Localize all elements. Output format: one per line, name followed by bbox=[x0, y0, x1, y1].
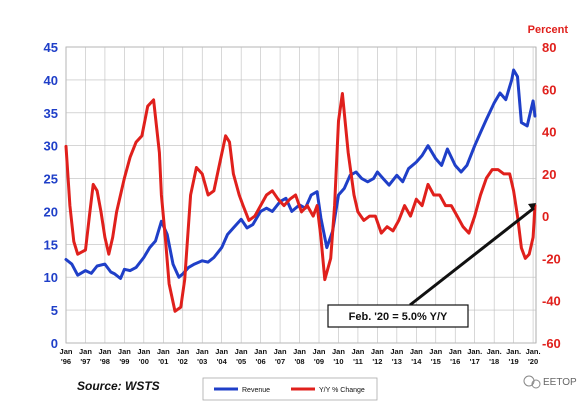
x-tick-label-bottom: '99 bbox=[119, 357, 129, 366]
x-tick-label-bottom: '98 bbox=[100, 357, 110, 366]
x-tick-label-bottom: '14 bbox=[411, 357, 422, 366]
x-tick-label-top: Jan bbox=[274, 347, 287, 356]
left-tick-label: 10 bbox=[44, 270, 58, 285]
x-tick-label-top: Jan bbox=[176, 347, 189, 356]
right-tick-label: 60 bbox=[542, 82, 556, 97]
x-tick-label-bottom: '09 bbox=[314, 357, 324, 366]
annotation-text: Feb. '20 = 5.0% Y/Y bbox=[349, 311, 448, 323]
right-axis-title: Percent bbox=[528, 24, 569, 36]
x-tick-label-bottom: '05 bbox=[236, 357, 246, 366]
x-tick-label-bottom: '06 bbox=[256, 357, 266, 366]
source-text: Source: WSTS bbox=[77, 379, 160, 393]
x-tick-label-bottom: '03 bbox=[197, 357, 207, 366]
x-tick-label-top: Jan bbox=[449, 347, 462, 356]
left-tick-label: 30 bbox=[44, 139, 58, 154]
series-layer bbox=[64, 68, 537, 313]
legend-label-revenue: Revenue bbox=[242, 387, 270, 394]
x-tick-label-bottom: '08 bbox=[294, 357, 304, 366]
x-tick-label-top: Jan bbox=[390, 347, 403, 356]
x-tick-label-top: Jan. bbox=[487, 347, 502, 356]
left-tick-label: 5 bbox=[51, 303, 58, 318]
x-tick-label-bottom: '04 bbox=[217, 357, 228, 366]
left-tick-label: 15 bbox=[44, 237, 58, 252]
x-tick-label-top: Jan. bbox=[526, 347, 541, 356]
x-tick-label-top: Jan bbox=[196, 347, 209, 356]
left-tick-label: 40 bbox=[44, 73, 58, 88]
x-tick-label-top: Jan bbox=[371, 347, 384, 356]
left-tick-label: 35 bbox=[44, 106, 58, 121]
x-tick-label-bottom: '11 bbox=[353, 357, 363, 366]
right-tick-label: 20 bbox=[542, 167, 556, 182]
x-tick-label-bottom: '01 bbox=[158, 357, 168, 366]
x-tick-label-bottom: '20 bbox=[528, 357, 538, 366]
wechat-icon bbox=[523, 375, 535, 387]
x-tick-label-top: Jan bbox=[429, 347, 442, 356]
x-tick-label-bottom: '97 bbox=[80, 357, 90, 366]
x-tick-label-top: Jan. bbox=[506, 347, 521, 356]
annotation-box bbox=[327, 304, 469, 328]
x-tick-label-bottom: '17 bbox=[470, 357, 480, 366]
x-tick-label-top: Jan bbox=[215, 347, 228, 356]
right-tick-label: -40 bbox=[542, 294, 561, 309]
wechat-icon-bubble bbox=[531, 379, 541, 389]
right-tick-label: 0 bbox=[542, 209, 549, 224]
x-tick-label-bottom: '02 bbox=[178, 357, 188, 366]
x-axis: Jan'96Jan'97Jan'98Jan'99Jan'00Jan'01Jan'… bbox=[60, 347, 541, 366]
x-tick-label-top: Jan bbox=[157, 347, 170, 356]
x-tick-label-bottom: '13 bbox=[392, 357, 402, 366]
x-tick-label-top: Jan bbox=[254, 347, 267, 356]
x-tick-label-top: Jan bbox=[410, 347, 423, 356]
watermark: EETOP bbox=[523, 375, 577, 389]
x-tick-label-top: Jan bbox=[60, 347, 73, 356]
plot-area bbox=[65, 46, 537, 344]
left-tick-label: 45 bbox=[44, 40, 58, 55]
legend: Revenue Y/Y % Change bbox=[202, 377, 378, 401]
legend-label-yoy: Y/Y % Change bbox=[319, 387, 365, 394]
left-tick-label: 20 bbox=[44, 204, 58, 219]
x-tick-label-bottom: '16 bbox=[450, 357, 460, 366]
right-tick-label: 80 bbox=[542, 40, 556, 55]
legend-box bbox=[202, 377, 378, 401]
right-tick-label: 40 bbox=[542, 125, 556, 140]
left-tick-label: 25 bbox=[44, 172, 58, 187]
x-tick-label-top: Jan bbox=[118, 347, 131, 356]
annotation-arrow bbox=[409, 206, 535, 307]
series-line-yoy-change bbox=[64, 92, 537, 313]
x-tick-label-bottom: '15 bbox=[431, 357, 441, 366]
x-tick-label-bottom: '19 bbox=[509, 357, 519, 366]
x-tick-label-top: Jan. bbox=[467, 347, 482, 356]
series-line-revenue bbox=[64, 68, 537, 280]
x-tick-label-bottom: '96 bbox=[61, 357, 71, 366]
x-tick-label-bottom: '12 bbox=[372, 357, 382, 366]
x-tick-label-top: Jan bbox=[332, 347, 345, 356]
annotation-arrowhead bbox=[528, 203, 536, 211]
x-tick-label-top: Jan bbox=[351, 347, 364, 356]
x-tick-label-top: Jan bbox=[137, 347, 150, 356]
right-tick-label: -20 bbox=[542, 251, 561, 266]
x-tick-label-top: Jan bbox=[98, 347, 111, 356]
x-tick-label-bottom: '18 bbox=[489, 357, 499, 366]
x-tick-label-top: Jan bbox=[79, 347, 92, 356]
x-tick-label-bottom: '00 bbox=[139, 357, 149, 366]
right-tick-label: -60 bbox=[542, 336, 561, 351]
x-tick-label-top: Jan bbox=[313, 347, 326, 356]
watermark-text: EETOP bbox=[543, 377, 577, 388]
x-tick-label-top: Jan bbox=[235, 347, 248, 356]
left-axis: 0 5 10 15 20 25 30 35 40 45 bbox=[44, 40, 58, 351]
left-tick-label: 0 bbox=[51, 336, 58, 351]
right-axis: -60 -40 -20 0 20 40 60 80 bbox=[542, 40, 561, 351]
x-tick-label-top: Jan bbox=[293, 347, 306, 356]
x-tick-label-bottom: '07 bbox=[275, 357, 285, 366]
x-tick-label-bottom: '10 bbox=[333, 357, 343, 366]
